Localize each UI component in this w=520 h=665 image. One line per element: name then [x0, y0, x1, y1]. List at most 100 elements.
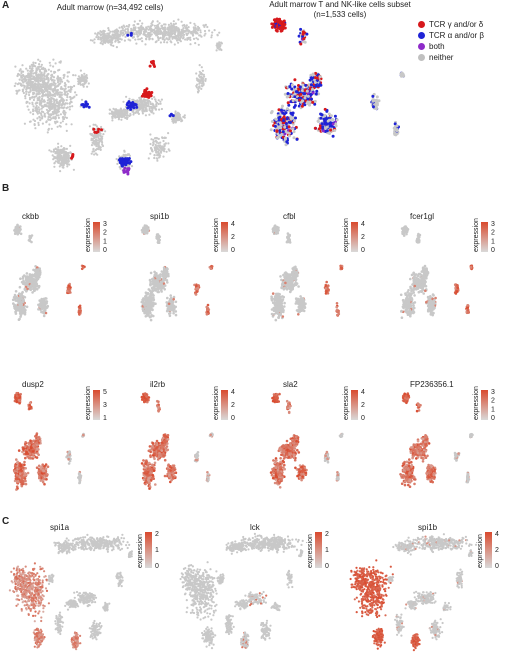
cell-point — [194, 293, 198, 296]
cell-point — [166, 27, 169, 30]
tcr-cell-point — [321, 129, 325, 133]
cell-point — [201, 85, 204, 88]
cell-point — [34, 127, 37, 130]
cell-point — [64, 151, 67, 154]
cell-point — [157, 137, 160, 140]
gene-label: dusp2 — [22, 380, 44, 389]
cell-point — [163, 144, 166, 147]
cell-point — [57, 142, 60, 145]
cell-point — [28, 98, 32, 101]
cell-point — [219, 48, 222, 51]
cell-point — [82, 84, 85, 87]
cell-point — [31, 65, 34, 68]
cell-point — [144, 295, 147, 298]
cell-point — [49, 98, 52, 102]
cell-point — [196, 29, 200, 32]
cell-point — [137, 38, 140, 41]
cell-point — [120, 118, 123, 121]
cell-point — [61, 80, 64, 83]
cell-point — [29, 120, 32, 123]
cell-point — [62, 164, 65, 167]
tcr-cell-point — [284, 129, 288, 133]
cell-point — [177, 34, 180, 37]
cell-point — [139, 26, 142, 29]
cell-point — [72, 168, 75, 171]
cell-point — [29, 111, 32, 114]
cell-point — [163, 38, 166, 41]
cell-point — [162, 282, 166, 285]
tcr-cell-point — [287, 103, 291, 107]
cell-point — [21, 277, 25, 280]
cell-point — [33, 92, 36, 95]
tcr-cell-point — [372, 105, 375, 109]
tcr-cell-point — [278, 115, 282, 119]
cell-point — [24, 75, 27, 78]
cell-point — [65, 156, 68, 159]
cell-point — [178, 113, 181, 116]
cell-point — [31, 101, 34, 104]
cell-point — [50, 74, 53, 77]
cell-point — [14, 312, 18, 315]
tcr-cell-point — [315, 76, 319, 80]
cell-point — [198, 70, 201, 73]
cell-point — [68, 163, 71, 166]
tcr-cell-point — [274, 28, 278, 32]
cell-point — [165, 309, 169, 313]
cell-point — [140, 37, 143, 40]
cell-point — [88, 125, 91, 128]
cell-point — [153, 154, 156, 157]
cell-point — [166, 296, 169, 300]
cell-point — [146, 105, 149, 108]
cell-point — [123, 25, 126, 28]
cell-point — [26, 81, 29, 85]
tcr-cell-point — [144, 91, 148, 95]
tcr-cell-point — [275, 136, 279, 140]
tcr-cell-point — [300, 89, 304, 92]
cell-point — [186, 38, 189, 41]
cell-point — [194, 27, 197, 30]
tcr-cell-point — [171, 114, 175, 118]
cell-point — [38, 73, 42, 76]
cell-point — [63, 106, 66, 109]
tcr-cell-point — [293, 104, 297, 107]
tcr-cell-point — [329, 128, 333, 132]
tcr-cell-point — [280, 26, 284, 30]
cell-point — [105, 38, 108, 41]
cell-point — [67, 151, 70, 155]
cell-point — [208, 29, 211, 32]
cell-point — [56, 120, 59, 123]
cell-point — [138, 108, 141, 111]
cell-point — [38, 87, 42, 90]
legend-label: TCR α and/or β — [429, 31, 485, 40]
tcr-cell-point — [318, 75, 322, 79]
cell-point — [153, 288, 157, 292]
cell-point — [113, 108, 116, 111]
cell-point — [177, 41, 180, 44]
cell-point — [163, 278, 166, 282]
cell-point — [52, 111, 55, 114]
cell-point — [172, 121, 175, 124]
cell-point — [99, 36, 102, 39]
cell-point — [36, 97, 39, 100]
cell-point — [69, 96, 72, 99]
cell-point — [172, 36, 175, 39]
tcr-cell-point — [282, 119, 286, 123]
cell-point — [23, 287, 27, 291]
cell-point — [35, 93, 38, 96]
cell-point — [53, 94, 57, 98]
cell-point — [151, 97, 154, 100]
cell-point — [177, 118, 180, 121]
cell-point — [197, 78, 200, 81]
tcr-cell-point — [316, 119, 320, 123]
colorbar-tick-label: 0 — [103, 247, 107, 254]
cell-point — [62, 117, 65, 120]
cell-point — [60, 103, 64, 106]
cell-point — [43, 112, 46, 115]
cell-point — [201, 80, 205, 83]
cell-point — [125, 116, 128, 119]
tcr-cell-point — [120, 164, 124, 168]
cell-point — [42, 299, 46, 303]
cell-point — [31, 83, 34, 86]
cell-point — [60, 154, 63, 157]
cell-point — [32, 75, 35, 78]
